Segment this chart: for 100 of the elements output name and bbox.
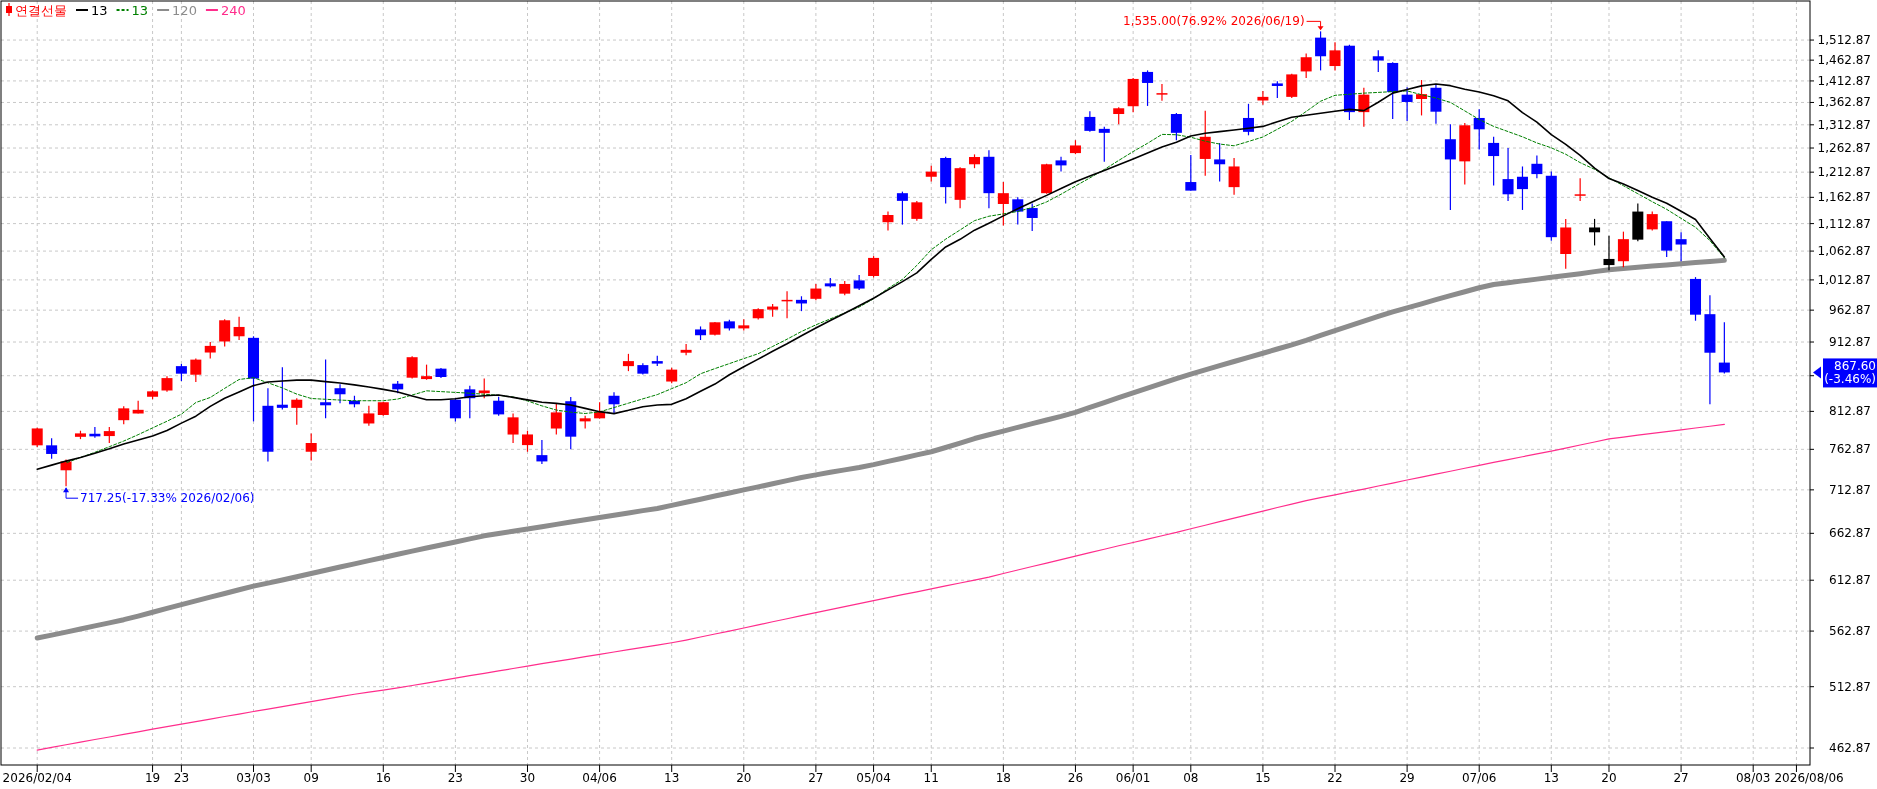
candlestick (1286, 73, 1298, 99)
x-tick-label: 11 (923, 771, 939, 785)
x-tick-label: 18 (995, 771, 1011, 785)
x-tick-label: 13 (664, 771, 680, 785)
x-tick-label: 15 (1255, 771, 1271, 785)
candlestick (1315, 30, 1327, 71)
candlestick (1228, 157, 1240, 196)
legend-label: 120 (172, 3, 197, 18)
candlestick (911, 200, 923, 222)
candlestick (305, 432, 317, 462)
y-tick-label: 1,112.87 (1817, 216, 1871, 231)
candlestick (1026, 202, 1038, 232)
candlestick (1603, 235, 1615, 271)
candlestick (1185, 154, 1197, 192)
candlestick (1401, 86, 1413, 122)
x-tick-label: 09 (303, 771, 319, 785)
candlestick (507, 412, 519, 444)
candlestick (882, 210, 894, 232)
x-tick-label: 23 (173, 771, 190, 785)
y-tick-label: 512.87 (1829, 679, 1871, 694)
y-tick-label: 612.87 (1829, 573, 1871, 588)
candlestick (493, 396, 505, 417)
y-tick-label: 1,212.87 (1817, 165, 1871, 180)
x-tick-label: 06/01 (1115, 771, 1151, 785)
candlestick (1055, 156, 1067, 173)
candlestick (1574, 177, 1586, 202)
legend-label: 240 (220, 3, 246, 18)
candlestick (449, 397, 461, 422)
y-tick-label: 762.87 (1829, 442, 1871, 457)
candlestick (550, 402, 562, 436)
candlestick (1329, 41, 1341, 71)
candlestick (291, 397, 303, 426)
candlestick (1156, 83, 1168, 102)
x-tick-label: 29 (1399, 771, 1415, 785)
x-tick-label: 19 (144, 771, 161, 785)
candlestick (363, 405, 375, 427)
candlestick (997, 181, 1009, 227)
x-tick-label: 20 (736, 771, 752, 785)
candlestick (1488, 136, 1500, 187)
candlestick (1516, 165, 1528, 211)
candlestick (276, 366, 288, 411)
y-tick-label: 1,262.87 (1817, 141, 1871, 156)
candlestick (896, 191, 908, 226)
x-tick-label: 26 (1067, 771, 1084, 785)
candlestick (1142, 69, 1154, 107)
y-tick-label: 562.87 (1829, 624, 1871, 639)
y-tick-label: 1,012.87 (1817, 272, 1871, 287)
candlestick (1300, 52, 1312, 79)
x-tick-label: 07/06 (1461, 771, 1497, 785)
y-tick-label: 662.87 (1829, 526, 1871, 541)
x-tick-label: 22 (1327, 771, 1343, 785)
y-tick-label: 1,062.87 (1817, 244, 1871, 259)
candlestick (1214, 142, 1226, 183)
x-tick-label: 30 (519, 771, 536, 785)
x-tick-label: 03/03 (236, 771, 271, 785)
legend-label: 13 (91, 3, 108, 18)
x-tick-label: 27 (808, 771, 824, 785)
candlestick (478, 378, 490, 399)
x-tick-label: 20 (1601, 771, 1617, 785)
candlestick (1675, 231, 1687, 262)
candlestick (1430, 83, 1442, 125)
candlestick (1646, 210, 1658, 232)
x-tick-label: 05/04 (856, 771, 891, 785)
text: 867.60 (-3.46%) (1824, 359, 1876, 387)
y-tick-label: 712.87 (1829, 482, 1871, 497)
x-tick-label: 04/06 (582, 771, 617, 785)
candlestick (1502, 147, 1514, 202)
y-tick-label: 1,412.87 (1817, 73, 1871, 88)
legend-label: 연결선물 (15, 3, 67, 18)
x-tick-label: 2026/08/06 (1774, 771, 1844, 785)
candlestick (1098, 126, 1110, 163)
y-tick-label: 912.87 (1829, 335, 1871, 350)
y-tick-label: 462.87 (1829, 741, 1871, 756)
x-tick-label: 2026/02/04 (2, 771, 72, 785)
candlestick (608, 391, 620, 415)
y-tick-label: 1,362.87 (1817, 95, 1871, 110)
x-tick-label: 27 (1673, 771, 1689, 785)
candlestick (219, 318, 231, 348)
y-tick-label: 962.87 (1829, 303, 1871, 318)
y-tick-label: 1,162.87 (1817, 190, 1871, 205)
candlestick (680, 343, 692, 356)
candlestick (868, 255, 880, 279)
candlestick (536, 439, 548, 465)
x-tick-label: 23 (447, 771, 464, 785)
candlestick (1170, 112, 1182, 141)
legend-label: 13 (131, 3, 149, 18)
y-tick-label: 1,312.87 (1817, 117, 1871, 132)
candlestick (1444, 123, 1456, 211)
annotation: 1,535.00(76.92% 2026/06/19) (1123, 14, 1305, 29)
candlestick (320, 359, 332, 419)
x-tick-label: 16 (375, 771, 391, 785)
candlestick (190, 358, 202, 383)
candlestick (1531, 154, 1543, 179)
candlestick (1199, 110, 1211, 177)
candlestick (334, 383, 346, 404)
x-tick-label: 08/03 (1735, 771, 1771, 785)
candlestick (1372, 49, 1384, 73)
y-tick-label: 1,462.87 (1817, 53, 1871, 68)
y-tick-label: 1,512.87 (1817, 33, 1871, 48)
x-tick-label: 13 (1543, 771, 1559, 785)
